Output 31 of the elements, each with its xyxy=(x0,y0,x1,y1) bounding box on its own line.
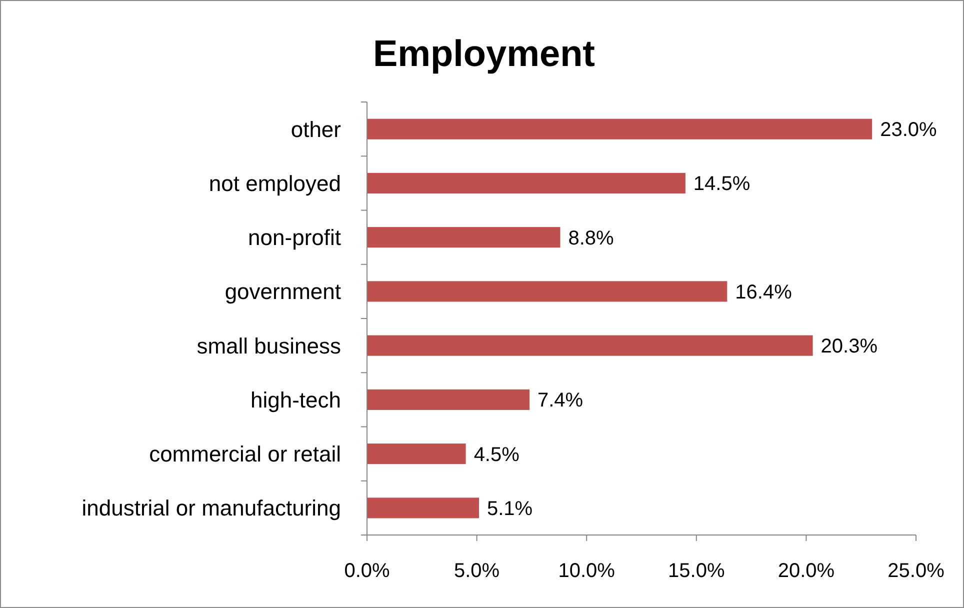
x-tick-label: 25.0% xyxy=(888,560,945,582)
bar xyxy=(367,227,560,248)
data-label: 23.0% xyxy=(880,119,938,142)
bar xyxy=(367,389,530,410)
bar xyxy=(367,498,479,518)
bar xyxy=(367,444,466,464)
x-tick-label: 15.0% xyxy=(668,560,725,582)
data-label: 16.4% xyxy=(735,281,792,304)
bar xyxy=(367,281,728,302)
x-tick-label: 5.0% xyxy=(454,560,500,582)
y-tick-label: government xyxy=(224,279,341,304)
y-tick-label: commercial or retail xyxy=(149,442,341,467)
x-tick-label: 0.0% xyxy=(344,560,390,582)
y-tick-label: high-tech xyxy=(250,387,341,412)
bar xyxy=(367,118,872,140)
y-tick-label: small business xyxy=(196,333,341,358)
y-tick-label: non-profit xyxy=(248,225,341,250)
data-label: 20.3% xyxy=(820,336,878,358)
data-label: 4.5% xyxy=(474,444,520,466)
y-tick-label: other xyxy=(290,116,341,142)
x-tick-label: 10.0% xyxy=(558,560,616,582)
data-label: 14.5% xyxy=(693,173,750,196)
y-tick-label: industrial or manufacturing xyxy=(82,496,341,521)
data-label: 7.4% xyxy=(538,390,584,412)
data-label: 5.1% xyxy=(486,498,533,520)
x-tick-label: 20.0% xyxy=(778,560,835,582)
y-tick-label: not employed xyxy=(208,170,341,196)
bar xyxy=(367,172,686,194)
bar xyxy=(367,335,813,356)
data-label: 8.8% xyxy=(568,227,614,250)
chart-title: Employment xyxy=(372,33,596,74)
